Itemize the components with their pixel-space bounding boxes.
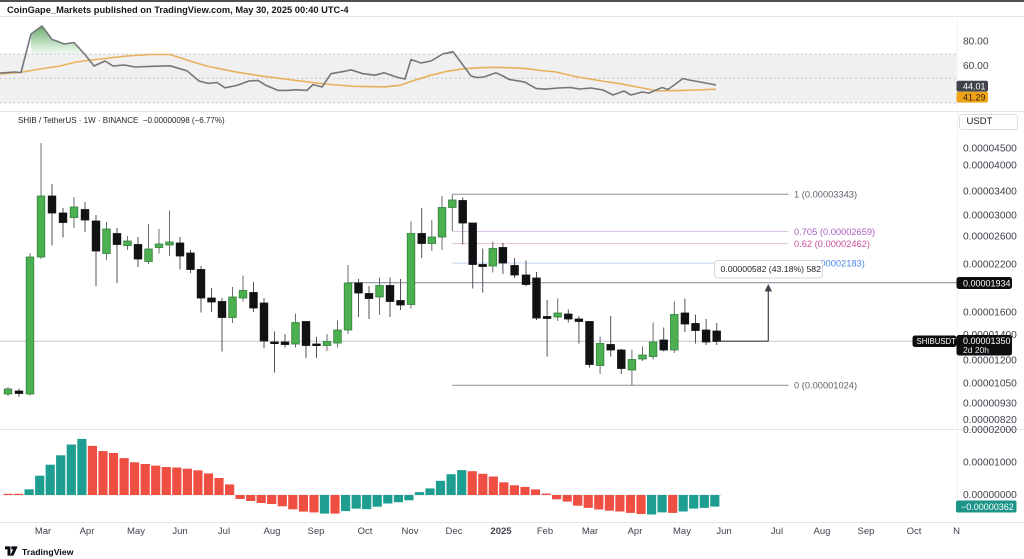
svg-text:Aug: Aug (264, 526, 281, 537)
svg-text:0.00001934: 0.00001934 (963, 278, 1011, 288)
svg-text:44.01: 44.01 (963, 81, 986, 91)
svg-text:0.705 (0.00002659): 0.705 (0.00002659) (794, 227, 875, 237)
svg-text:0.00003400: 0.00003400 (963, 186, 1017, 197)
svg-text:0.00004500: 0.00004500 (963, 143, 1017, 154)
svg-text:Aug: Aug (814, 526, 831, 537)
svg-text:SHIBUSDT: SHIBUSDT (917, 337, 957, 346)
svg-text:0.00000582 (43.18%) 582: 0.00000582 (43.18%) 582 (721, 264, 822, 274)
svg-text:Sep: Sep (858, 526, 875, 537)
svg-text:0.00004000: 0.00004000 (963, 160, 1017, 171)
svg-text:Mar: Mar (35, 526, 51, 537)
svg-text:60.00: 60.00 (963, 61, 989, 72)
svg-text:Dec: Dec (446, 526, 463, 537)
svg-text:0.00001000: 0.00001000 (963, 458, 1017, 469)
svg-text:1 (0.00003343): 1 (0.00003343) (794, 190, 857, 200)
svg-text:0.00003000: 0.00003000 (963, 210, 1017, 221)
svg-text:Nov: Nov (402, 526, 419, 537)
svg-text:Apr: Apr (80, 526, 95, 537)
svg-text:0.00002000: 0.00002000 (963, 425, 1017, 436)
svg-text:0.00002600: 0.00002600 (963, 231, 1017, 242)
svg-text:Jul: Jul (771, 526, 783, 537)
svg-text:N: N (953, 526, 960, 537)
svg-text:0.00002200: 0.00002200 (963, 259, 1017, 270)
svg-text:0 (0.00001024): 0 (0.00001024) (794, 381, 857, 391)
svg-text:2025: 2025 (490, 526, 512, 537)
svg-text:Jun: Jun (172, 526, 187, 537)
svg-text:Jun: Jun (716, 526, 731, 537)
svg-text:0.00001200: 0.00001200 (963, 355, 1017, 366)
svg-text:0.5 (0.00002183): 0.5 (0.00002183) (794, 259, 865, 269)
svg-text:May: May (673, 526, 691, 537)
svg-text:Oct: Oct (907, 526, 922, 537)
svg-text:0.00001600: 0.00001600 (963, 307, 1017, 318)
svg-text:Jul: Jul (218, 526, 230, 537)
svg-text:0.62 (0.00002462): 0.62 (0.00002462) (794, 239, 870, 249)
svg-text:Feb: Feb (537, 526, 553, 537)
svg-text:0.00000930: 0.00000930 (963, 398, 1017, 409)
svg-text:Oct: Oct (358, 526, 373, 537)
svg-text:Sep: Sep (308, 526, 325, 537)
svg-text:0.00001350: 0.00001350 (963, 336, 1011, 346)
svg-text:Apr: Apr (628, 526, 643, 537)
svg-text:0.00001050: 0.00001050 (963, 378, 1017, 389)
svg-text:80.00: 80.00 (963, 37, 989, 48)
svg-text:2d 20h: 2d 20h (963, 345, 989, 355)
svg-text:0.00000820: 0.00000820 (963, 415, 1017, 426)
svg-text:May: May (127, 526, 145, 537)
svg-text:Mar: Mar (582, 526, 598, 537)
svg-text:−0.00000362: −0.00000362 (961, 502, 1014, 512)
svg-text:0.00000000: 0.00000000 (963, 490, 1017, 501)
svg-text:41.29: 41.29 (963, 92, 986, 102)
